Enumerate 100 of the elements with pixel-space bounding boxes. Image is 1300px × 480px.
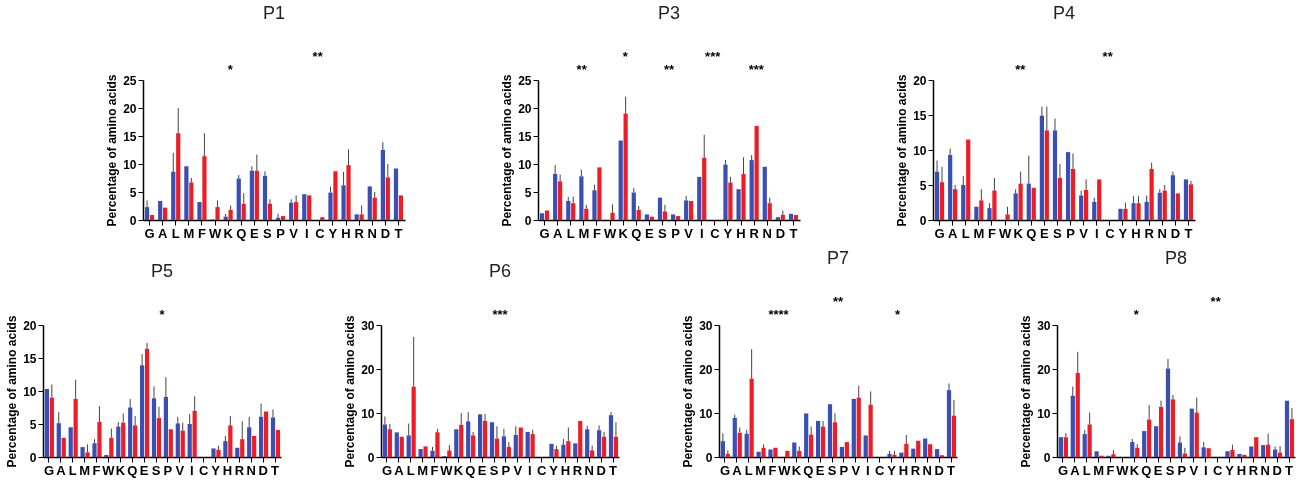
bar [211,448,216,457]
x-tick-label: D [258,462,268,478]
x-tick-label: R [354,225,365,241]
x-tick-label: F [92,462,101,478]
x-tick-label: A [1070,462,1081,478]
x-tick-label: W [603,225,617,241]
x-tick-label: T [1184,225,1193,241]
bar [720,441,725,457]
bar [839,446,844,457]
bar [544,210,550,220]
bar [435,432,440,457]
x-tick-label: Q [803,462,814,478]
bar [270,417,276,457]
bar [1013,193,1018,220]
y-axis-title: Percentage of amino acids [5,315,20,468]
bar [1177,442,1182,457]
x-tick-label: P [276,225,286,241]
chart-title: P4 [1052,3,1076,23]
bar [761,447,766,457]
bar [934,449,940,457]
bar [911,448,916,457]
bar [215,207,220,220]
x-tick-label: H [222,462,233,478]
bar [399,436,404,457]
bar [723,164,728,220]
text: ** [312,49,324,64]
x-tick-label: N [246,462,256,478]
bar [49,397,54,457]
x-tick-label: H [1236,462,1247,478]
bar [151,398,157,457]
y-tick-label: 0 [367,450,375,465]
bar [844,442,849,457]
x-tick-label: T [394,225,403,241]
x-tick-label: M [79,462,91,478]
x-tick-label: K [791,462,802,478]
bar [459,424,464,457]
x-tick-label: S [263,225,273,241]
bar [80,447,85,457]
bar [578,420,583,457]
bar [149,214,155,220]
bar [294,202,299,220]
x-tick-label: C [710,225,721,241]
x-tick-label: A [394,462,405,478]
y-tick-label: 10 [23,384,37,399]
y-tick-label: 30 [699,318,713,333]
bar [380,150,385,220]
bar [1065,152,1071,220]
x-tick-label: R [234,462,245,478]
x-tick-label: V [513,462,523,478]
bar [1057,178,1063,220]
bar [579,176,584,220]
x-tick-label: N [762,225,772,241]
bar [1144,201,1149,220]
bar [966,139,971,220]
x-tick-label: I [865,462,870,478]
x-tick-label: H [1131,225,1141,241]
x-tick-label: R [910,462,921,478]
x-tick-label: H [560,462,571,478]
bar [585,429,590,457]
x-tick-label: F [592,225,601,241]
bar [1182,453,1187,457]
bar [506,446,511,457]
x-tick-label: C [536,462,547,478]
bar [73,398,78,457]
bar [128,407,133,457]
x-tick-label: W [208,225,222,241]
x-tick-label: E [1040,225,1050,241]
y-tick-label: 15 [23,351,37,366]
x-tick-label: A [552,225,563,241]
chart-title: P3 [657,3,681,23]
x-tick-label: F [987,225,996,241]
bar [1157,192,1162,220]
bar [636,209,641,220]
bar [447,450,452,457]
x-tick-label: M [1093,462,1105,478]
x-tick-label: N [1157,225,1167,241]
y-tick-label: 5 [524,185,532,200]
bar [1165,368,1171,457]
x-tick-label: E [250,225,260,241]
bar [773,447,778,457]
bar [613,436,619,457]
y-tick-label: 0 [919,213,927,228]
bar [216,449,221,457]
x-tick-label: V [289,225,299,241]
chart-title: P1 [262,3,286,23]
bar [168,429,173,457]
x-tick-label: W [102,462,116,478]
bar [561,444,566,457]
chart-title: P7 [826,248,850,268]
bar [482,420,488,457]
bar [961,185,966,220]
x-tick-label: T [1285,462,1294,478]
x-tick-label: V [1079,225,1089,241]
x-tick-label: G [934,225,945,241]
bar [728,182,733,220]
bar [566,200,571,220]
bar [223,441,228,457]
bar [280,216,286,220]
bar [1111,454,1116,457]
bar [1237,453,1242,457]
